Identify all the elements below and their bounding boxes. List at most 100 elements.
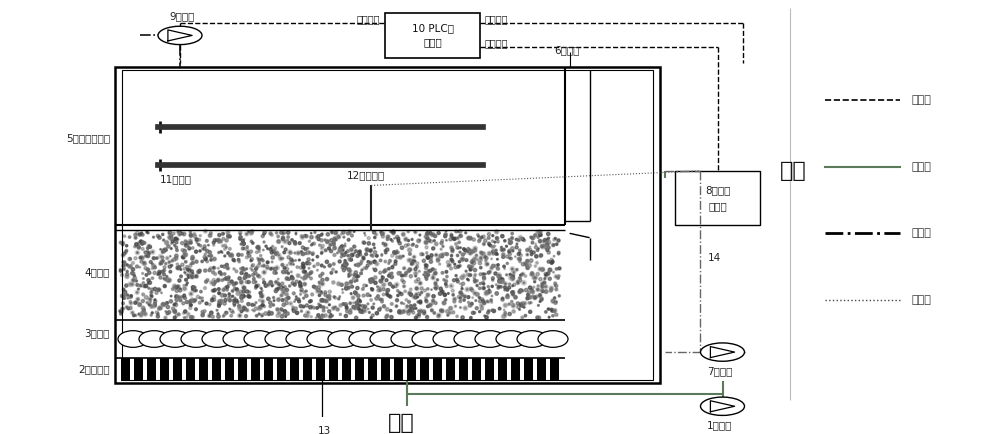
Point [149,309,165,316]
Point [523,299,539,306]
Point [359,246,375,253]
Point [300,245,316,252]
Point [135,298,151,305]
Point [502,250,518,257]
Point [532,266,548,273]
Point [308,284,324,291]
Point [517,299,533,306]
Point [401,257,417,264]
Point [459,286,475,293]
Point [380,287,396,294]
Point [281,254,297,261]
Point [347,305,363,312]
Point [369,310,385,317]
Point [369,260,385,267]
Point [379,312,395,319]
Point [336,251,352,258]
Bar [134,358,143,381]
Point [199,300,215,307]
Point [234,270,250,276]
Point [206,281,222,288]
Point [346,243,362,250]
Point [171,294,187,301]
Point [403,303,419,310]
Point [257,229,273,236]
Point [506,302,522,309]
Point [156,267,172,274]
Point [230,290,246,297]
Point [249,265,265,272]
Point [321,245,337,252]
Point [240,250,256,257]
Point [497,286,513,293]
Point [497,280,513,287]
Point [495,251,511,258]
Point [388,302,404,309]
Point [338,302,354,309]
Point [404,242,420,249]
Point [176,230,192,237]
Point [446,298,462,305]
Point [484,307,500,314]
Point [253,293,269,299]
Point [476,250,492,257]
Point [177,295,193,302]
Point [331,280,347,287]
Circle shape [158,26,202,45]
Point [402,289,418,296]
Point [191,236,207,243]
Point [462,235,478,242]
Point [180,243,196,250]
Point [465,248,481,255]
Point [195,312,211,319]
Point [200,242,216,249]
Point [506,269,522,276]
Point [434,253,450,260]
Point [256,279,272,286]
Point [526,249,542,256]
Point [231,302,247,309]
Point [128,231,144,238]
Point [197,256,213,263]
Point [466,260,482,266]
Point [186,230,202,237]
Point [389,247,405,254]
Point [539,241,555,248]
Point [417,287,433,294]
Point [311,284,327,291]
Point [183,232,199,239]
Point [322,288,338,295]
Point [462,302,478,309]
Point [350,293,366,299]
Point [263,279,279,286]
Point [230,299,246,306]
Point [433,246,449,253]
Point [239,279,255,286]
Point [312,303,328,310]
Point [156,237,172,243]
Point [169,239,185,246]
Point [167,283,183,289]
Point [171,311,187,318]
Point [514,302,530,309]
Point [541,314,557,321]
Point [471,233,487,240]
Point [139,252,155,259]
Point [129,299,145,306]
Point [219,286,235,293]
Point [202,313,218,320]
Point [342,300,358,307]
Point [115,252,131,259]
Point [476,233,492,240]
Point [280,294,296,301]
Point [239,288,255,295]
Point [135,305,151,312]
Point [134,229,150,236]
Point [419,314,435,321]
Point [232,236,248,243]
Point [151,305,167,312]
Point [403,273,419,279]
Point [245,306,261,313]
Point [175,230,191,237]
Point [322,241,338,248]
